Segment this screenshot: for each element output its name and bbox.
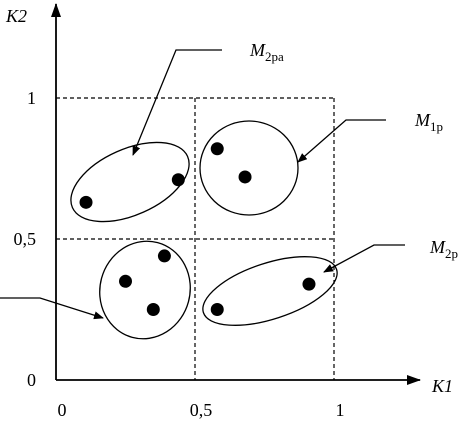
cluster-ellipse	[99, 240, 191, 340]
point	[157, 249, 171, 263]
annotation-letter: M	[429, 237, 446, 257]
annotation: M1p	[414, 110, 443, 134]
point	[119, 274, 132, 288]
point	[146, 303, 160, 316]
x-tick-label: 0	[58, 400, 67, 420]
leader-line	[323, 244, 405, 273]
leaders	[0, 49, 405, 320]
cluster-ellipse	[199, 120, 299, 216]
point	[302, 277, 316, 291]
point	[238, 170, 252, 184]
annotation-subscript: 2pa	[265, 49, 284, 64]
leader-line	[0, 297, 104, 320]
annotation-letter: M	[414, 110, 431, 130]
annotation: M2p	[429, 237, 458, 261]
y-axis-label: K2	[5, 6, 27, 26]
annotation-subscript: 1p	[430, 119, 443, 134]
leader-line	[297, 119, 386, 163]
y-tick-label: 1	[27, 88, 36, 108]
cluster-ellipse	[70, 141, 190, 223]
point	[210, 303, 224, 316]
point	[171, 173, 185, 187]
leader-line	[132, 49, 222, 156]
y-tick-label: 0,5	[14, 229, 37, 249]
y-tick-label: 0	[27, 370, 36, 390]
point	[210, 142, 224, 156]
x-tick-label: 1	[336, 400, 345, 420]
clusters	[70, 120, 338, 340]
cluster-ellipse	[202, 256, 338, 326]
point	[79, 195, 93, 209]
x-tick-label: 0,5	[190, 400, 213, 420]
x-axis-label: K1	[431, 376, 453, 396]
annotation-subscript: 2p	[445, 246, 458, 261]
annotation: M2pa	[249, 40, 284, 64]
annotation-letter: M	[249, 40, 266, 60]
